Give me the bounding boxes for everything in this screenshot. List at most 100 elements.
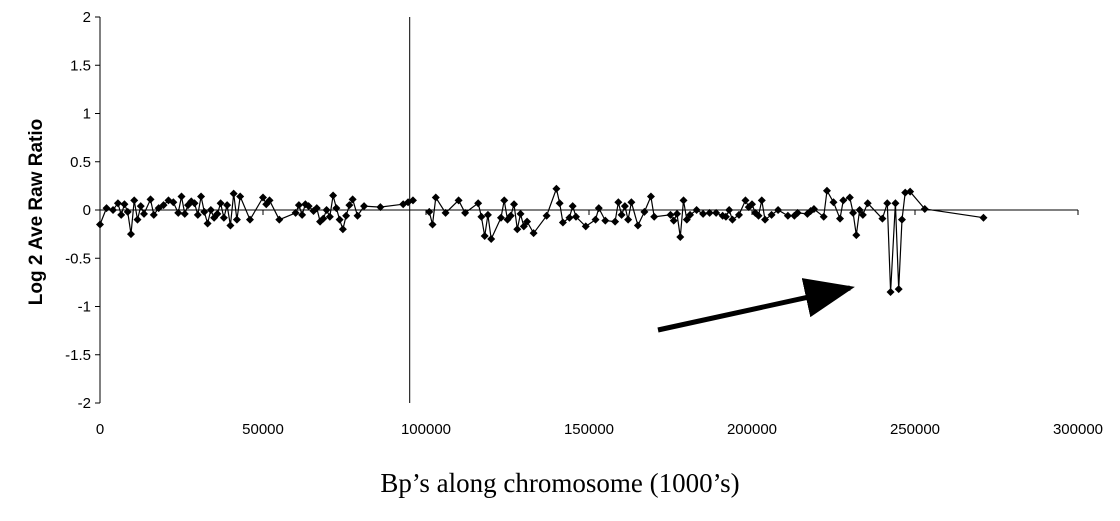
data-point <box>822 186 831 195</box>
data-point <box>428 220 437 229</box>
data-point <box>886 288 895 297</box>
data-point <box>149 210 158 219</box>
data-point <box>783 211 792 220</box>
data-point <box>640 207 649 216</box>
data-point <box>232 215 241 224</box>
data-point <box>298 210 307 219</box>
data-point <box>319 214 328 223</box>
data-point <box>304 202 313 211</box>
data-point <box>96 220 104 229</box>
data-point <box>325 212 334 221</box>
data-point <box>611 217 620 226</box>
data-point <box>291 208 300 217</box>
x-tick-label: 100000 <box>401 421 451 438</box>
y-tick-label: -1 <box>78 299 91 316</box>
data-point <box>431 193 440 202</box>
data-point <box>474 199 483 208</box>
data-point <box>133 215 142 224</box>
data-point <box>858 210 867 219</box>
data-point <box>581 222 590 231</box>
x-tick-label: 250000 <box>890 421 940 438</box>
data-point <box>519 222 528 231</box>
data-point <box>219 213 228 222</box>
data-point <box>839 196 848 205</box>
data-point <box>312 204 321 213</box>
data-point <box>624 215 633 224</box>
data-point <box>180 209 189 218</box>
data-point <box>408 196 417 205</box>
data-point <box>682 215 691 224</box>
data-point <box>200 207 209 216</box>
data-point <box>601 216 610 225</box>
data-point <box>461 208 470 217</box>
data-point <box>496 213 505 222</box>
series-line <box>428 186 984 293</box>
data-series <box>96 184 988 297</box>
data-point <box>728 215 737 224</box>
data-point <box>571 212 580 221</box>
data-point <box>513 225 522 234</box>
data-point <box>555 199 564 208</box>
data-point <box>920 205 929 214</box>
data-point <box>193 210 202 219</box>
data-point <box>679 196 688 205</box>
data-point <box>329 191 338 200</box>
data-point <box>878 214 887 223</box>
data-point <box>552 184 561 193</box>
data-point <box>633 221 642 230</box>
y-tick-label: -0.5 <box>65 250 91 267</box>
data-point <box>360 202 369 211</box>
data-point <box>542 211 551 220</box>
data-point <box>669 216 678 225</box>
data-point <box>294 201 303 210</box>
data-point <box>673 209 682 218</box>
data-point <box>348 195 357 204</box>
data-point <box>229 189 238 198</box>
data-point <box>692 206 701 214</box>
data-point <box>259 193 267 202</box>
data-point <box>627 198 636 207</box>
data-point <box>897 215 906 224</box>
data-point <box>441 208 450 217</box>
x-axis: 0 50000 100000 150000 200000 250000 300000 <box>96 210 1103 438</box>
data-point <box>829 198 838 207</box>
data-point <box>376 203 385 212</box>
data-point <box>454 196 463 205</box>
data-point <box>223 201 232 210</box>
data-point <box>676 233 685 242</box>
data-point <box>712 208 721 217</box>
x-tick-label: 150000 <box>564 421 614 438</box>
data-point <box>159 201 168 210</box>
y-tick-label: 1.5 <box>70 57 91 74</box>
data-point <box>849 208 858 217</box>
x-axis-label: Bp’s along chromosome (1000’s) <box>380 468 739 498</box>
y-tick-label: 1 <box>83 106 91 123</box>
data-point <box>809 205 818 214</box>
y-axis: 2 1.5 1 0.5 0 -0.5 -1 -1.5 -2 <box>65 9 100 412</box>
data-point <box>767 210 776 219</box>
data-point <box>979 213 988 222</box>
data-point <box>529 229 538 238</box>
data-point <box>275 215 284 224</box>
data-point <box>117 210 126 219</box>
data-point <box>891 199 900 208</box>
data-point <box>558 218 567 227</box>
data-point <box>568 202 577 211</box>
data-point <box>516 209 525 218</box>
data-point <box>774 206 783 214</box>
data-point <box>894 285 903 294</box>
data-point <box>345 201 354 210</box>
annotation-arrow <box>657 278 855 333</box>
data-point <box>480 232 489 241</box>
data-point <box>591 215 600 224</box>
data-point <box>793 208 802 217</box>
data-point <box>136 202 145 211</box>
data-point <box>102 204 111 213</box>
data-point <box>265 196 274 205</box>
y-tick-label: -1.5 <box>65 347 91 364</box>
data-point <box>594 204 603 213</box>
data-point <box>761 215 770 224</box>
data-point <box>203 219 212 228</box>
data-point <box>425 207 434 216</box>
